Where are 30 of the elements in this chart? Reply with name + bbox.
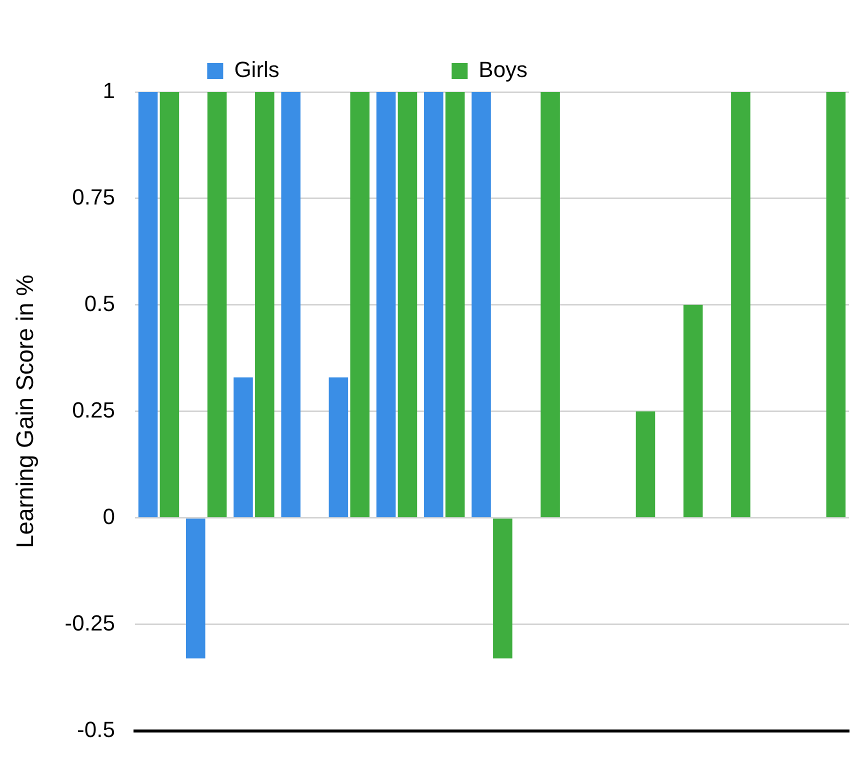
y-tick-label: -0.25 [64, 610, 115, 636]
bar [350, 92, 370, 518]
y-tick-label: 0.75 [72, 184, 115, 210]
bar [424, 92, 444, 518]
legend-label: Girls [234, 57, 402, 82]
bar [186, 518, 206, 658]
bar [160, 92, 180, 518]
legend-label: Boys [478, 57, 650, 82]
bar [398, 92, 418, 518]
bar [826, 92, 846, 518]
y-tick-label: 1 [102, 78, 115, 104]
y-tick-label: 0.25 [72, 397, 115, 422]
bar [472, 92, 491, 518]
y-tick-label: -0.5 [77, 716, 115, 742]
y-axis-title: Learning Gain Score in % [12, 274, 40, 548]
bar [445, 92, 465, 518]
bar [731, 92, 750, 518]
bar [207, 92, 227, 518]
bar [493, 518, 512, 658]
y-tick-label: 0 [102, 504, 115, 529]
bar [636, 411, 656, 518]
bar [138, 92, 158, 518]
bar [255, 92, 274, 518]
bar [328, 377, 348, 518]
bar [540, 92, 560, 518]
bar [234, 377, 253, 518]
bar [376, 92, 396, 518]
bar [281, 92, 300, 518]
bar [683, 304, 703, 518]
y-tick-label: 0.5 [84, 290, 115, 316]
